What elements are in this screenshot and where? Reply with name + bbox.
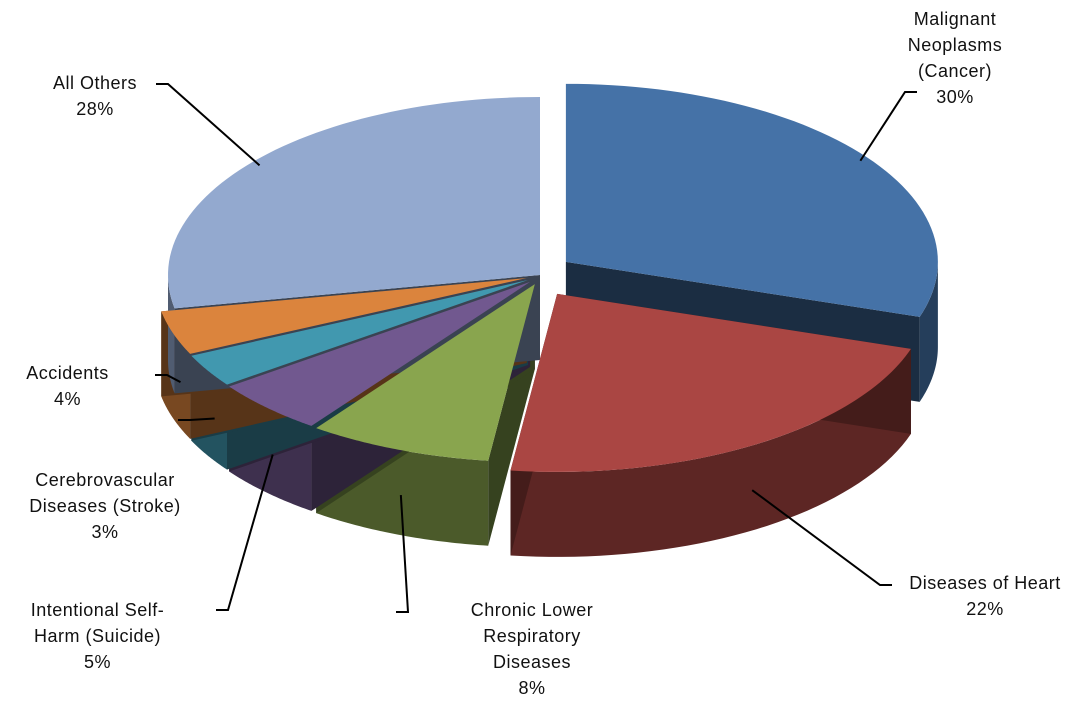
category-label: Accidents — [26, 363, 109, 383]
leader-line — [216, 454, 274, 611]
slice — [316, 284, 535, 461]
slice — [510, 293, 911, 472]
slice — [229, 281, 531, 426]
percent-label: 4% — [53, 389, 81, 409]
leader-line — [751, 489, 892, 586]
category-label: Intentional Self-Harm (Suicide) — [30, 600, 165, 646]
slice-side — [510, 348, 911, 557]
data-label: Malignant Neoplasms (Cancer) 30% — [900, 6, 1010, 110]
category-label: All Others — [52, 73, 138, 93]
leader-line — [178, 417, 215, 421]
leader-line — [859, 91, 917, 162]
leader-line — [155, 374, 181, 384]
percent-label: 3% — [91, 522, 119, 542]
percent-label: 5% — [83, 652, 111, 672]
data-label: Cerebrovascular Diseases (Stroke) 3% — [5, 467, 205, 545]
leader-line — [396, 494, 410, 613]
category-label: Chronic Lower Respiratory Diseases — [470, 600, 594, 672]
percent-label: 28% — [76, 99, 114, 119]
slice — [161, 278, 527, 354]
category-label: Malignant Neoplasms (Cancer) — [907, 9, 1003, 81]
data-label: All Others 28% — [40, 70, 150, 122]
leader-line — [156, 83, 261, 167]
slice-side — [168, 275, 175, 394]
data-label: Chronic Lower Respiratory Diseases 8% — [462, 597, 602, 701]
slice — [191, 279, 528, 385]
slice — [168, 97, 541, 309]
category-label: Diseases of Heart — [909, 573, 1061, 593]
percent-label: 8% — [518, 678, 546, 698]
data-label: Diseases of Heart 22% — [880, 570, 1086, 622]
category-label: Cerebrovascular Diseases (Stroke) — [29, 470, 181, 516]
percent-label: 22% — [966, 599, 1004, 619]
slice — [565, 83, 938, 317]
slice-side — [919, 261, 938, 402]
percent-label: 30% — [936, 87, 974, 107]
slice-tops — [161, 83, 938, 472]
data-label: Accidents 4% — [10, 360, 125, 412]
data-label: Intentional Self-Harm (Suicide) 5% — [10, 597, 185, 675]
